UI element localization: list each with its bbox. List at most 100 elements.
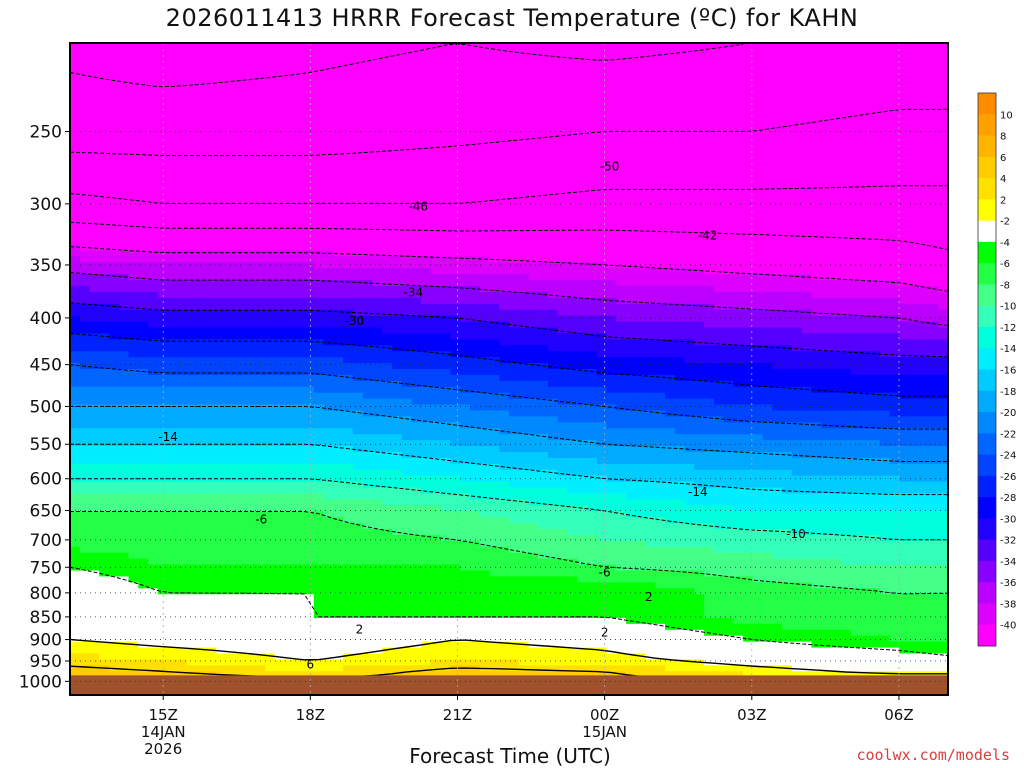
field-cell (372, 357, 383, 364)
field-cell (245, 84, 256, 92)
field-cell (382, 529, 393, 536)
field-cell (440, 262, 452, 269)
field-cell (382, 647, 393, 655)
field-cell (343, 463, 354, 471)
field-cell (362, 422, 374, 429)
field-cell (333, 137, 344, 145)
field-cell (206, 72, 217, 80)
field-cell (235, 517, 247, 524)
field-cell (411, 60, 422, 68)
field-cell (362, 671, 374, 678)
field-cell (216, 203, 227, 210)
field-cell (333, 612, 344, 619)
field-cell (274, 357, 286, 364)
field-cell (362, 220, 374, 228)
field-cell (79, 594, 91, 601)
field-cell (284, 208, 295, 216)
field-cell (177, 167, 188, 174)
field-cell (469, 125, 481, 133)
field-cell (499, 446, 510, 453)
field-cell (79, 315, 91, 323)
field-cell (148, 629, 159, 637)
field-cell (206, 54, 217, 62)
field-cell (177, 280, 188, 287)
field-cell (235, 203, 247, 210)
field-cell (109, 333, 120, 340)
field-cell (148, 606, 159, 613)
field-cell (70, 641, 81, 649)
field-cell (196, 43, 208, 50)
field-cell (469, 131, 481, 139)
field-cell (284, 363, 295, 370)
field-cell (323, 493, 334, 500)
field-cell (138, 440, 149, 447)
field-cell (70, 392, 81, 400)
field-cell (440, 463, 452, 471)
field-cell (479, 351, 491, 358)
field-cell (352, 60, 364, 68)
field-cell (89, 523, 100, 530)
field-cell (333, 576, 344, 583)
field-cell (79, 493, 91, 500)
field-cell (177, 244, 188, 252)
field-cell (118, 108, 130, 115)
field-cell (167, 238, 178, 246)
field-cell (187, 114, 198, 121)
field-cell (313, 333, 325, 340)
field-cell (450, 72, 461, 80)
field-cell (382, 493, 393, 500)
field-cell (274, 570, 286, 578)
field-cell (128, 297, 139, 305)
field-cell (177, 274, 188, 281)
field-cell (372, 570, 383, 578)
field-cell (479, 374, 491, 382)
field-cell (99, 78, 110, 86)
field-cell (177, 238, 188, 246)
field-cell (216, 208, 227, 216)
field-cell (196, 291, 208, 299)
field-cell (362, 386, 374, 394)
field-cell (70, 220, 81, 228)
field-cell (128, 102, 139, 109)
field-cell (304, 623, 315, 631)
field-cell (372, 505, 383, 512)
field-cell (362, 570, 374, 578)
field-cell (450, 155, 461, 163)
field-cell (196, 641, 208, 649)
field-cell (265, 327, 276, 335)
field-cell (343, 297, 354, 305)
field-cell (450, 309, 461, 317)
field-cell (148, 351, 159, 358)
field-cell (372, 623, 383, 631)
field-cell (460, 238, 471, 246)
field-cell (304, 659, 315, 666)
field-cell (226, 96, 237, 103)
field-cell (499, 191, 510, 198)
field-cell (343, 274, 354, 281)
field-cell (450, 446, 461, 453)
field-cell (187, 315, 198, 323)
field-cell (235, 280, 247, 287)
field-cell (313, 143, 325, 151)
field-cell (509, 286, 520, 293)
field-cell (362, 167, 374, 174)
field-cell (469, 232, 481, 240)
field-cell (167, 363, 178, 370)
field-cell (450, 131, 461, 139)
field-cell (157, 351, 169, 358)
field-cell (177, 529, 188, 536)
field-cell (245, 588, 256, 595)
field-cell (216, 114, 227, 121)
field-cell (333, 617, 344, 625)
field-cell (128, 594, 139, 601)
field-cell (382, 410, 393, 418)
field-cell (235, 173, 247, 180)
field-cell (479, 149, 491, 157)
field-cell (430, 659, 442, 666)
field-cell (460, 226, 471, 234)
field-cell (352, 238, 364, 246)
field-cell (304, 422, 315, 429)
field-cell (450, 428, 461, 435)
field-cell (304, 102, 315, 109)
field-cell (469, 416, 481, 423)
